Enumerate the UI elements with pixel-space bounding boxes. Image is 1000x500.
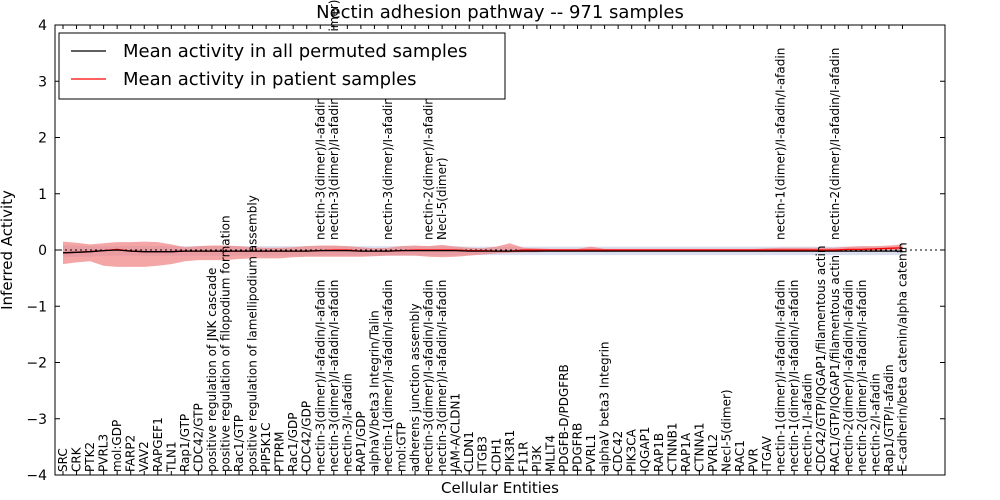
x-tick-label: Rap1/GTP/I-afadin xyxy=(882,364,896,472)
x-tick-label: PDGFB-D/PDGFRB xyxy=(557,364,571,472)
x-tick-label: RAP1/GDP xyxy=(354,411,368,472)
x-tick-label-upper: nectin-3(dimer)/I-afadin xyxy=(381,97,395,240)
x-tick-label: nectin-3(dimer)/I-afadin/I-afadin xyxy=(313,280,327,472)
x-tick-label: RAP1A xyxy=(679,432,693,472)
x-tick-label-upper: nectin-2(dimer)/I-afadin xyxy=(422,97,436,240)
x-tick-label: E-cadherin/beta catenin/alpha catenin xyxy=(896,242,910,472)
x-tick-label: TLN1 xyxy=(164,441,178,473)
x-tick-label: CDC42/GTP xyxy=(191,403,205,472)
x-tick-labels: SRC CRK PTK2 PVRL3 mol:GDP FARP2 VAV2 RAPGEF1 TL… xyxy=(56,195,910,473)
x-tick-label: nectin-3/I-afadin xyxy=(340,373,354,472)
x-tick-label: Necl-5(dimer) xyxy=(720,389,734,472)
x-tick-label: F11R xyxy=(516,441,530,472)
x-tick-label: CLDN1 xyxy=(462,431,476,472)
x-tick-label: Rac1/GDP xyxy=(286,413,300,472)
x-axis-label: Cellular Entities xyxy=(441,479,559,497)
x-tick-label: RAC1/GTP/IQGAP1/filamentous actin xyxy=(828,255,842,472)
x-tick-label: FARP2 xyxy=(124,435,138,472)
x-tick-label: positive regulation of filopodium format… xyxy=(219,215,233,472)
x-tick-label: PI3K xyxy=(530,445,544,472)
x-tick-label: PIK3R1 xyxy=(503,430,517,472)
y-axis-label: Inferred Activity xyxy=(0,190,16,310)
chart-title: Nectin adhesion pathway -- 971 samples xyxy=(316,2,684,23)
x-tick-label: alphaV beta3 Integrin xyxy=(598,341,612,472)
x-tick-label: nectin-3(dimer)/I-afadin/I-afadin xyxy=(435,280,449,472)
x-tick-label: CRK xyxy=(70,446,84,472)
x-tick-label: PTK2 xyxy=(83,442,97,472)
x-tick-label: RAC1 xyxy=(733,440,747,472)
y-tick-label: 4 xyxy=(38,18,47,34)
x-tick-label: PVRL3 xyxy=(97,434,111,472)
legend-label-permuted: Mean activity in all permuted samples xyxy=(123,41,467,62)
x-tick-label: nectin-2/I-afadin xyxy=(868,373,882,472)
x-tick-label: nectin-1(dimer)/I-afadin/I-afadin xyxy=(381,280,395,472)
x-tick-label: nectin-1(dimer)/I-afadin/I-afadin xyxy=(774,280,788,472)
lines-layer xyxy=(62,247,903,254)
x-tick-label: ITGB3 xyxy=(476,436,490,472)
x-tick-label-upper: Necl-5(dimer) xyxy=(435,157,449,240)
x-tick-label-upper: nectin-3(dimer)/I-afadin xyxy=(313,97,327,240)
x-tick-label: CTNNA1 xyxy=(692,422,706,472)
x-tick-label: mol:GTP xyxy=(395,422,409,472)
x-tick-label: Rac1/GTP xyxy=(232,415,246,472)
x-tick-label: PVRL2 xyxy=(706,434,720,472)
x-tick-label: PVR xyxy=(747,448,761,472)
x-tick-label: positive regulation of JNK cascade xyxy=(205,268,219,472)
x-tick-label: IQGAP1 xyxy=(638,427,652,472)
x-tick-label: RAPGEF1 xyxy=(151,417,165,472)
y-tick-label: 0 xyxy=(38,243,47,259)
y-tick-label: 2 xyxy=(38,131,47,147)
x-tick-label: mol:GDP xyxy=(110,420,124,472)
x-tick-label: ITGAV xyxy=(760,435,774,472)
legend: Mean activity in all permuted samples Me… xyxy=(58,32,506,100)
legend-label-patient: Mean activity in patient samples xyxy=(123,69,417,90)
x-tick-label: nectin-2(dimer)/I-afadin/I-afadin xyxy=(855,280,869,472)
x-tick-label: MLLT4 xyxy=(543,435,557,472)
x-tick-label-upper: nectin-2(dimer)/I-afadin/I-afadin xyxy=(828,48,842,240)
permuted-line xyxy=(62,249,903,254)
x-tick-label: nectin-3(dimer)/I-afadin/I-afadin xyxy=(422,280,436,472)
y-tick-label: −1 xyxy=(26,299,47,315)
x-tick-label: alphaV/beta3 Integrin/Talin xyxy=(367,310,381,472)
x-tick-label: RAP1B xyxy=(652,433,666,472)
x-tick-label: CDC42 xyxy=(611,431,625,472)
x-tick-label: nectin-2(dimer)/I-afadin/I-afadin xyxy=(841,280,855,472)
x-tick-label-upper: nectin-1(dimer)/I-afadin/I-afadin xyxy=(774,48,788,240)
x-tick-label: positive regulation of lamellipodium ass… xyxy=(246,195,260,472)
legend-box xyxy=(58,32,506,100)
x-tick-label: CTNNB1 xyxy=(665,422,679,472)
y-tick-label: 3 xyxy=(38,74,47,90)
x-tick-label: nectin-3(dimer)/I-afadin/I-afadin xyxy=(327,280,341,472)
y-tick-label: −3 xyxy=(26,412,47,428)
x-ticks xyxy=(62,25,903,475)
x-tick-label: nectin-1/I-afadin xyxy=(801,373,815,472)
x-tick-label: PIP5K1C xyxy=(259,422,273,472)
x-tick-label: PIK3CA xyxy=(625,428,639,472)
y-tick-label: −2 xyxy=(26,356,47,372)
x-tick-label: CDC42/GTP/IQGAP1/filamentous actin xyxy=(814,246,828,472)
x-tick-label: JAM-A/CLDN1 xyxy=(449,393,463,473)
x-tick-label: CDH1 xyxy=(489,438,503,472)
x-tick-label: SRC xyxy=(56,448,70,472)
y-tick-label: 1 xyxy=(38,187,47,203)
x-tick-label: PTPRM xyxy=(273,432,287,473)
x-tick-label: VAV2 xyxy=(137,441,151,472)
patient-band xyxy=(63,241,903,267)
x-tick-label: PDGFRB xyxy=(571,423,585,472)
y-ticks: −4 −3 −2 −1 0 1 2 3 4 xyxy=(26,18,945,484)
x-tick-label: PVRL1 xyxy=(584,434,598,472)
x-tick-label: Rap1/GTP xyxy=(178,414,192,472)
x-tick-label: CDC42/GDP xyxy=(300,401,314,472)
x-tick-label: adherens junction assembly xyxy=(408,303,422,472)
y-tick-label: −4 xyxy=(26,468,47,484)
x-tick-label: nectin-1(dimer)/I-afadin/I-afadin xyxy=(787,280,801,472)
